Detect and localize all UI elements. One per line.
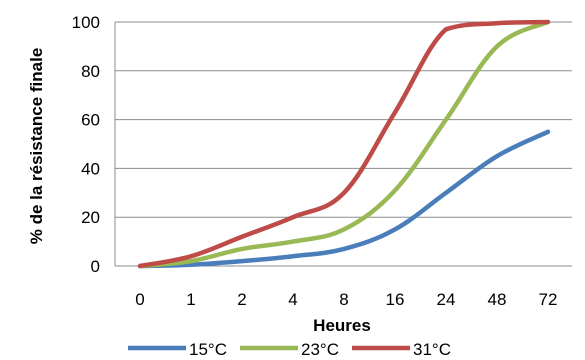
legend-label: 15°C <box>189 340 227 359</box>
x-tick-label: 72 <box>539 290 558 309</box>
series-line-31c <box>137 19 551 269</box>
x-tick-label: 0 <box>135 290 144 309</box>
x-tick-label: 48 <box>488 290 507 309</box>
series-line-23c <box>137 19 551 269</box>
y-tick-label: 100 <box>72 13 100 32</box>
x-tick-label: 16 <box>386 290 405 309</box>
legend-label: 31°C <box>413 340 451 359</box>
x-tick-label: 8 <box>339 290 348 309</box>
y-axis-label: % de la résistance finale <box>27 48 46 245</box>
legend: 15°C 23°C 31°C <box>128 340 451 359</box>
x-tick-label: 24 <box>437 290 456 309</box>
x-tick-label: 1 <box>186 290 195 309</box>
legend-label: 23°C <box>301 340 339 359</box>
y-tick-label: 0 <box>91 257 100 276</box>
gridlines <box>114 21 572 267</box>
series-lines <box>137 19 551 269</box>
x-tick-label: 4 <box>288 290 297 309</box>
series-line-15c <box>137 129 551 269</box>
y-tick-label: 20 <box>81 208 100 227</box>
y-tick-labels: 0 20 40 60 80 100 <box>72 13 100 276</box>
x-axis-label: Heures <box>313 316 371 335</box>
x-tick-label: 2 <box>237 290 246 309</box>
y-tick-label: 40 <box>81 159 100 178</box>
x-tick-labels: 0 1 2 4 8 16 24 48 72 <box>135 290 557 309</box>
y-tick-label: 60 <box>81 111 100 130</box>
y-tick-label: 80 <box>81 62 100 81</box>
